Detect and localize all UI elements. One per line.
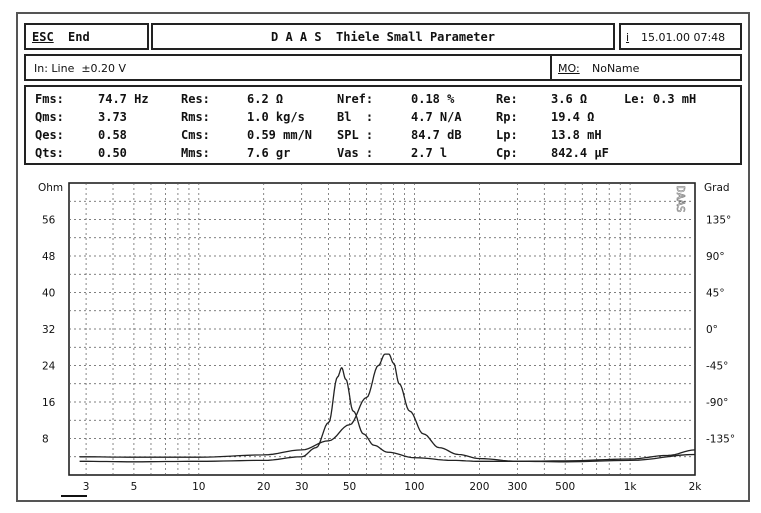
param-label: Vas : — [337, 146, 374, 160]
daas-watermark: DAAS — [674, 186, 687, 213]
param-label: Res: — [181, 92, 210, 106]
y-axis-left-title: Ohm — [38, 182, 63, 194]
series-line-2 — [79, 353, 696, 463]
x-axis: 3 5 10 20 30 50 100 200 300 500 1k 2k — [83, 481, 703, 493]
window-frame — [16, 12, 750, 502]
x-tick-label: 300 — [507, 481, 527, 493]
input-level-label: In: Line ±0.20 V — [34, 62, 127, 75]
param-value: 74.7 Hz — [98, 92, 149, 106]
y-axis-left: 8 16 24 32 40 48 56 — [42, 215, 56, 446]
param-label: Qms: — [35, 110, 64, 124]
grid-lines — [69, 183, 695, 475]
param-value: 13.8 mH — [551, 128, 602, 142]
param-label: Cp: — [496, 146, 518, 160]
mo-key[interactable]: MO: — [558, 62, 580, 75]
y-tick-label-left: 16 — [42, 397, 56, 409]
x-tick-label: 10 — [192, 481, 205, 493]
param-label: Re: — [496, 92, 518, 106]
input-bar: In: Line ±0.20 V MO: NoName — [24, 54, 742, 81]
param-label: Nref: — [337, 92, 374, 106]
param-value: 3.73 — [98, 110, 127, 124]
param-value: 3.6 Ω — [551, 92, 588, 106]
param-label: Lp: — [496, 128, 518, 142]
page-title: D A A S Thiele Small Parameter — [271, 30, 495, 44]
param-value: 4.7 N/A — [411, 110, 462, 124]
param-value: 0.58 — [98, 128, 127, 142]
param-value: 19.4 Ω — [551, 110, 595, 124]
param-label: Bl : — [337, 110, 374, 124]
y-tick-label-right: -45° — [706, 361, 728, 373]
param-value: 7.6 gr — [247, 146, 291, 160]
series-line-1 — [79, 367, 696, 463]
x-tick-label: 3 — [83, 481, 90, 493]
y-tick-label-right: 135° — [706, 215, 731, 227]
esc-key[interactable]: ESC — [32, 30, 54, 44]
param-label: SPL : — [337, 128, 374, 142]
x-tick-label: 100 — [404, 481, 424, 493]
param-value: 842.4 μF — [551, 146, 609, 160]
datetime-display: 15.01.00 07:48 — [641, 31, 726, 44]
param-value: 6.2 Ω — [247, 92, 284, 106]
param-value: 0.50 — [98, 146, 127, 160]
header-datetime-box[interactable]: i 15.01.00 07:48 — [619, 23, 742, 50]
y-tick-label-right: -90° — [706, 397, 728, 409]
y-axis-right: -135° -90° -45° 0° 45° 90° 135° — [706, 215, 735, 446]
param-value: 2.7 l — [411, 146, 448, 160]
y-tick-label-right: -135° — [706, 434, 735, 446]
y-axis-right-title: Grad — [704, 182, 730, 194]
param-value: 1.0 kg/s — [247, 110, 305, 124]
param-value: 0.59 mm/N — [247, 128, 313, 142]
end-label[interactable]: End — [68, 30, 90, 44]
plot-area — [68, 182, 696, 476]
param-label: Fms: — [35, 92, 64, 106]
y-tick-label-left: 56 — [42, 215, 56, 227]
y-tick-label-left: 32 — [42, 324, 55, 336]
y-tick-label-left: 8 — [42, 434, 49, 446]
input-bar-divider — [550, 54, 552, 81]
header-title-box: D A A S Thiele Small Parameter — [151, 23, 615, 50]
x-tick-label: 500 — [555, 481, 575, 493]
y-tick-label-right: 0° — [706, 324, 718, 336]
param-value: 0.18 % — [411, 92, 455, 106]
mo-value: NoName — [592, 62, 640, 75]
param-value: Le: 0.3 mH — [624, 92, 697, 106]
info-key[interactable]: i — [626, 31, 630, 44]
x-tick-label: 30 — [295, 481, 308, 493]
y-tick-label-right: 45° — [706, 288, 725, 300]
param-value: 84.7 dB — [411, 128, 462, 142]
x-tick-label: 2k — [689, 481, 703, 493]
x-tick-label: 1k — [624, 481, 638, 493]
param-label: Mms: — [181, 146, 210, 160]
param-label: Cms: — [181, 128, 210, 142]
x-tick-label: 5 — [131, 481, 138, 493]
param-label: Qts: — [35, 146, 64, 160]
y-tick-label-left: 24 — [42, 361, 56, 373]
curves — [79, 353, 696, 463]
y-tick-label-right: 90° — [706, 251, 725, 263]
param-label: Rp: — [496, 110, 518, 124]
header-esc-box[interactable]: ESC End — [24, 23, 149, 50]
parameter-panel: Fms: 74.7 Hz Res: 6.2 Ω Nref: 0.18 % Re:… — [24, 85, 742, 165]
x-tick-label: 20 — [257, 481, 270, 493]
param-label: Qes: — [35, 128, 64, 142]
param-label: Rms: — [181, 110, 210, 124]
x-tick-label: 200 — [469, 481, 489, 493]
x-tick-label: 50 — [343, 481, 356, 493]
y-tick-label-left: 48 — [42, 251, 55, 263]
y-tick-label-left: 40 — [42, 288, 55, 300]
